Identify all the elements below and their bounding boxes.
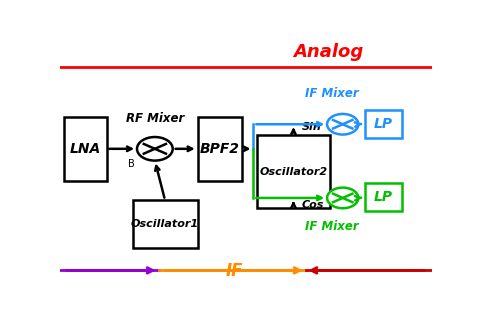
Text: BPF2: BPF2: [200, 142, 240, 156]
Text: Cos: Cos: [301, 200, 324, 210]
FancyBboxPatch shape: [257, 135, 330, 208]
FancyBboxPatch shape: [365, 183, 402, 211]
Text: LP: LP: [374, 190, 393, 204]
Circle shape: [137, 137, 173, 160]
Circle shape: [327, 188, 359, 208]
Text: Oscillator1: Oscillator1: [131, 219, 199, 229]
Text: Oscillator2: Oscillator2: [259, 167, 327, 176]
Text: LNA: LNA: [70, 142, 101, 156]
FancyBboxPatch shape: [132, 200, 198, 248]
FancyBboxPatch shape: [198, 117, 242, 181]
Text: Analog: Analog: [293, 43, 363, 61]
Text: LP: LP: [374, 117, 393, 131]
Circle shape: [327, 114, 359, 135]
Text: Sin: Sin: [301, 122, 322, 132]
Text: IF Mixer: IF Mixer: [305, 220, 359, 233]
Text: B: B: [128, 160, 135, 169]
FancyBboxPatch shape: [365, 109, 402, 138]
Text: RF Mixer: RF Mixer: [126, 112, 184, 125]
FancyBboxPatch shape: [64, 117, 107, 181]
Text: IF: IF: [226, 262, 243, 280]
Text: IF Mixer: IF Mixer: [305, 86, 359, 100]
